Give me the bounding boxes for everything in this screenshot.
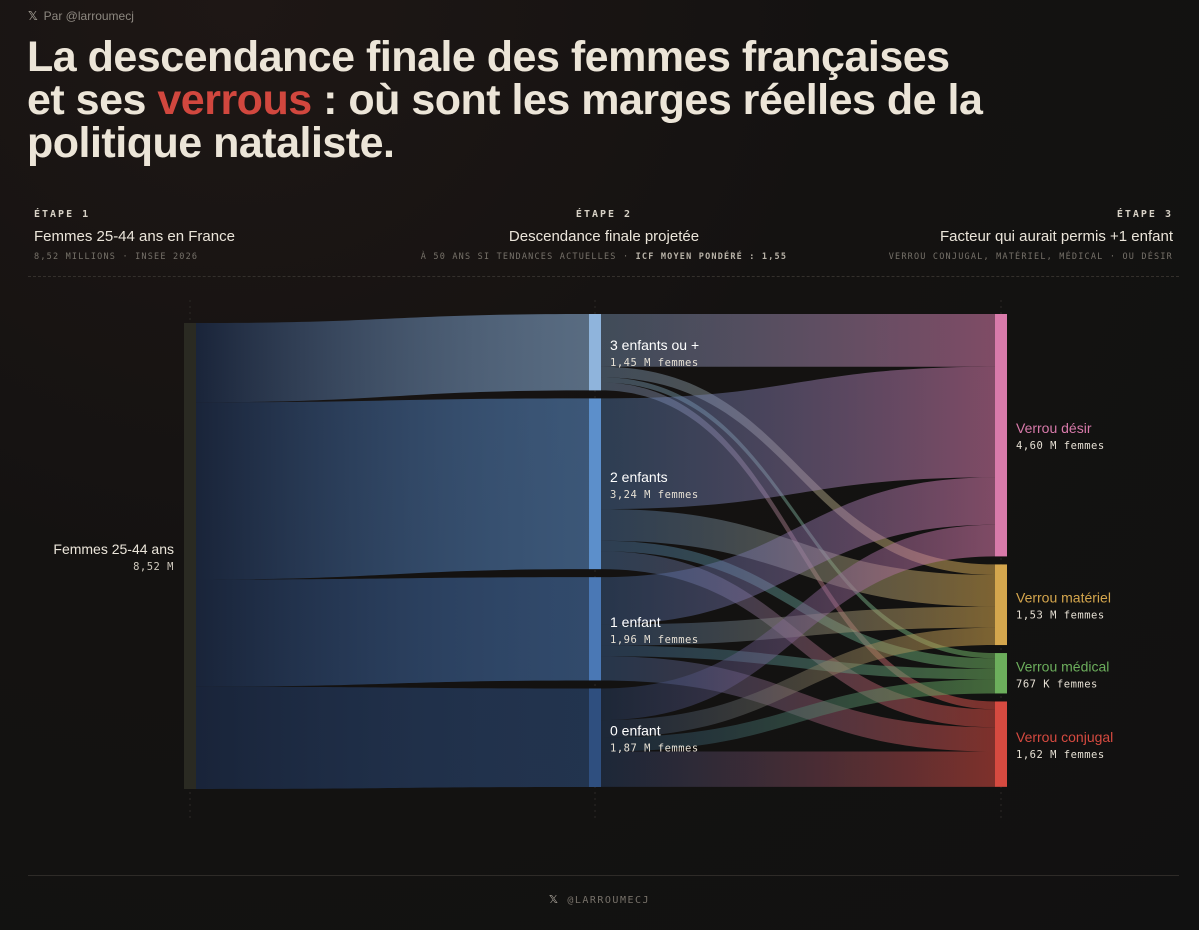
stage-2-sub-bold: ICF MOYEN PONDÉRÉ : 1,55	[635, 252, 788, 262]
stage-1-sub-text: 8,52 MILLIONS · INSEE 2026	[34, 252, 199, 262]
stage-2-tag: ÉTAPE 2	[575, 209, 633, 220]
node-value-materiel: 1,53 M femmes	[1016, 610, 1105, 622]
stage-2-header: ÉTAPE 2 Descendance finale projetée À 50…	[404, 209, 804, 262]
node-label-desir: Verrou désir	[1016, 420, 1092, 436]
node-bar-medical	[995, 653, 1007, 694]
node-bar-c1	[589, 577, 601, 681]
node-value-desir: 4,60 M femmes	[1016, 440, 1105, 452]
node-value-conjugal: 1,62 M femmes	[1016, 749, 1105, 761]
node-label-medical: Verrou médical	[1016, 658, 1109, 674]
link-c2-conjugal	[601, 551, 995, 728]
node-value-c1: 1,96 M femmes	[610, 634, 699, 646]
node-label-c2: 2 enfants	[610, 469, 668, 485]
link-c0-materiel	[601, 627, 995, 738]
stage-1-name: Femmes 25-44 ans en France	[34, 228, 235, 245]
link-total-c2	[196, 398, 589, 580]
node-bar-c2	[589, 398, 601, 570]
stage-3-header: ÉTAPE 3 Facteur qui aurait permis +1 enf…	[889, 209, 1173, 262]
node-bar-desir	[995, 314, 1007, 557]
page-title: La descendance finale des femmes françai…	[27, 36, 987, 165]
stage-2-sub: À 50 ANS SI TENDANCES ACTUELLES · ICF MO…	[404, 252, 804, 262]
node-label-c1: 1 enfant	[610, 614, 661, 630]
link-total-c0	[196, 686, 589, 789]
node-value-medical: 767 K femmes	[1016, 678, 1098, 690]
link-c0-medical	[601, 679, 995, 752]
node-bar-c3	[589, 314, 601, 391]
byline-text: Par @larroumecj	[43, 9, 134, 23]
link-total-c3	[196, 314, 589, 403]
stage-3-tag: ÉTAPE 3	[1116, 209, 1173, 220]
node-value-c3: 1,45 M femmes	[610, 357, 699, 369]
link-total-c1	[196, 577, 589, 687]
node-bar-total	[184, 323, 196, 789]
node-label-c0: 0 enfant	[610, 723, 661, 739]
stage-1-tag: ÉTAPE 1	[34, 209, 91, 220]
node-value-c2: 3,24 M femmes	[610, 489, 699, 501]
footer-handle: @LARROUMECJ	[567, 895, 651, 906]
node-value-c0: 1,87 M femmes	[610, 743, 699, 755]
node-bar-materiel	[995, 564, 1007, 646]
link-c1-desir	[601, 477, 995, 625]
stage-2-sub-text: À 50 ANS SI TENDANCES ACTUELLES ·	[420, 252, 636, 262]
node-label-c3: 3 enfants ou +	[610, 337, 699, 353]
title-after: : où sont les marges réelles de la polit…	[27, 76, 983, 167]
title-accent: verrous	[157, 76, 312, 124]
footer-divider	[28, 875, 1179, 876]
footer: 𝕏 @LARROUMECJ	[0, 893, 1199, 906]
node-bar-conjugal	[995, 701, 1007, 787]
link-c0-conjugal	[601, 751, 995, 787]
link-c1-medical	[601, 645, 995, 680]
link-c2-medical	[601, 540, 995, 669]
node-label-total: Femmes 25-44 ans	[53, 541, 174, 557]
x-logo-icon: 𝕏	[548, 893, 560, 906]
byline: 𝕏 Par @larroumecj	[28, 9, 134, 23]
stage-1-header: ÉTAPE 1 Femmes 25-44 ans en France 8,52 …	[34, 209, 235, 262]
stage-1-sub: 8,52 MILLIONS · INSEE 2026	[34, 252, 235, 262]
x-logo-icon: 𝕏	[28, 9, 38, 23]
node-value-total: 8,52 M	[133, 561, 174, 573]
stage-3-name: Facteur qui aurait permis +1 enfant	[939, 228, 1173, 245]
link-c3-medical	[601, 377, 995, 659]
title-before: La descendance finale des femmes françai…	[27, 33, 950, 124]
stage-3-sub-text: VERROU CONJUGAL, MATÉRIEL, MÉDICAL · OU …	[888, 252, 1173, 262]
stage-3-sub: VERROU CONJUGAL, MATÉRIEL, MÉDICAL · OU …	[889, 252, 1173, 262]
stage-2-name: Descendance finale projetée	[508, 228, 700, 245]
node-label-materiel: Verrou matériel	[1016, 590, 1111, 606]
header-divider	[28, 276, 1179, 277]
link-c0-desir	[601, 524, 995, 721]
link-c2-desir	[601, 366, 995, 510]
node-bar-c0	[589, 688, 601, 788]
sankey-diagram: Femmes 25-44 ans 8,52 M 3 enfants ou + 1,45…	[53, 300, 1113, 820]
node-label-conjugal: Verrou conjugal	[1016, 729, 1113, 745]
link-c3-desir	[601, 314, 995, 367]
